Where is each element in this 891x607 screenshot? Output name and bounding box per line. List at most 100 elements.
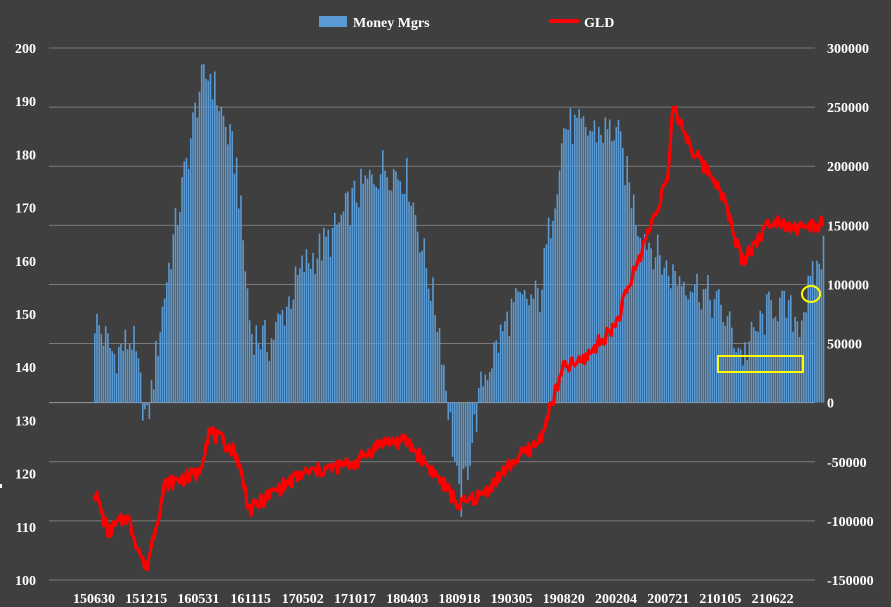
money-mgrs-bar (571, 144, 574, 403)
money-mgrs-bar (279, 314, 282, 403)
money-mgrs-bar (796, 321, 799, 403)
money-mgrs-bar (253, 354, 255, 403)
money-mgrs-bar (100, 333, 103, 403)
money-mgrs-bar (275, 321, 277, 403)
money-mgrs-bar (266, 351, 268, 403)
money-mgrs-bar (366, 178, 369, 403)
money-mgrs-bar (689, 291, 692, 403)
left-axis-ticks: 200 190 180 170 160 150 140 130 120 110 100 (15, 42, 36, 589)
money-mgrs-bar (368, 169, 371, 403)
money-mgrs-bar (672, 264, 674, 403)
money-mgrs-bar (742, 365, 744, 403)
money-mgrs-bar (386, 177, 388, 403)
x-tick-label: 180918 (438, 592, 480, 607)
money-mgrs-bar (248, 320, 251, 403)
money-mgrs-bar (118, 346, 120, 403)
money-mgrs-bar (133, 325, 135, 403)
money-mgrs-bar (401, 193, 404, 403)
money-mgrs-bar (126, 349, 129, 403)
money-mgrs-bar (233, 173, 236, 403)
money-mgrs-bar (301, 255, 303, 403)
money-mgrs-bar (698, 302, 700, 403)
money-mgrs-bar (131, 349, 133, 403)
money-mgrs-bar (264, 320, 266, 403)
money-mgrs-bar (667, 275, 670, 403)
money-mgrs-bar (497, 352, 500, 403)
money-mgrs-bar (192, 112, 194, 403)
money-mgrs-bar (382, 150, 384, 403)
right-tick-label: 0 (827, 397, 834, 412)
money-mgrs-bar (611, 141, 613, 403)
money-mgrs-bar (124, 329, 127, 403)
money-mgrs-bar (137, 358, 140, 403)
money-mgrs-bar (757, 331, 759, 403)
money-mgrs-bar (227, 144, 229, 403)
money-mgrs-bar (107, 333, 109, 403)
money-mgrs-bar (659, 255, 661, 403)
money-mgrs-bar (410, 205, 412, 403)
money-mgrs-bar (94, 333, 96, 403)
x-tick-label: 190820 (543, 592, 585, 607)
money-mgrs-bar (403, 193, 406, 403)
money-mgrs-bar (152, 389, 155, 403)
money-mgrs-bar (170, 269, 172, 403)
money-mgrs-bar (807, 275, 810, 403)
money-mgrs-bar (181, 177, 183, 403)
money-mgrs-bar (355, 202, 358, 403)
money-mgrs-bar (412, 202, 415, 403)
highlight-box (717, 355, 804, 373)
money-mgrs-bar (436, 331, 439, 403)
left-tick-label: 160 (15, 255, 36, 270)
money-mgrs-bar (556, 194, 559, 403)
money-mgrs-bar (674, 270, 676, 403)
money-mgrs-bar (438, 328, 441, 403)
money-mgrs-bar (652, 269, 655, 403)
money-mgrs-bar (545, 244, 548, 403)
money-mgrs-bar (663, 267, 666, 403)
money-mgrs-bar (336, 224, 338, 403)
money-mgrs-bar (416, 231, 419, 403)
money-mgrs-bar (397, 179, 399, 403)
x-tick-label: 200721 (647, 592, 689, 607)
money-mgrs-bar (310, 268, 312, 403)
right-tick-label: 150000 (827, 219, 869, 234)
money-mgrs-bars (94, 64, 825, 517)
money-mgrs-bar (447, 402, 450, 420)
money-mgrs-bar (190, 138, 192, 403)
right-tick-label: -100000 (827, 515, 874, 530)
right-tick-label: -50000 (827, 456, 867, 471)
money-mgrs-bar (120, 344, 122, 403)
right-tick-label: 50000 (827, 338, 862, 353)
money-mgrs-bar (646, 249, 648, 403)
x-tick-label: 171017 (334, 592, 376, 607)
money-mgrs-bar (303, 272, 306, 403)
money-mgrs-bar (528, 305, 530, 403)
money-mgrs-bar (406, 157, 408, 403)
left-tick-label: 150 (15, 308, 36, 323)
money-mgrs-bar (172, 234, 175, 403)
x-tick-label: 190305 (491, 592, 533, 607)
money-mgrs-bar (115, 373, 118, 403)
money-mgrs-bar (342, 211, 345, 403)
money-mgrs-bar (746, 360, 748, 403)
money-mgrs-bar (822, 235, 825, 403)
money-mgrs-bar (770, 300, 772, 403)
money-mgrs-bar (678, 276, 681, 403)
money-mgrs-bar (281, 309, 284, 403)
money-mgrs-bar (467, 402, 469, 481)
money-mgrs-bar (776, 321, 779, 403)
money-mgrs-bar (512, 302, 515, 403)
money-mgrs-bar (257, 343, 260, 403)
money-mgrs-bar (296, 274, 299, 403)
money-mgrs-bar (307, 263, 310, 403)
money-mgrs-bar (395, 171, 397, 403)
money-mgrs-bar (696, 273, 698, 403)
money-mgrs-bar (626, 156, 628, 403)
money-mgrs-bar (111, 351, 114, 403)
money-mgrs-bar (641, 249, 644, 403)
money-mgrs-bar (539, 312, 541, 403)
money-mgrs-bar (499, 324, 502, 403)
money-mgrs-bar (643, 234, 646, 403)
money-mgrs-bar (419, 252, 421, 403)
money-mgrs-bar (715, 290, 718, 403)
